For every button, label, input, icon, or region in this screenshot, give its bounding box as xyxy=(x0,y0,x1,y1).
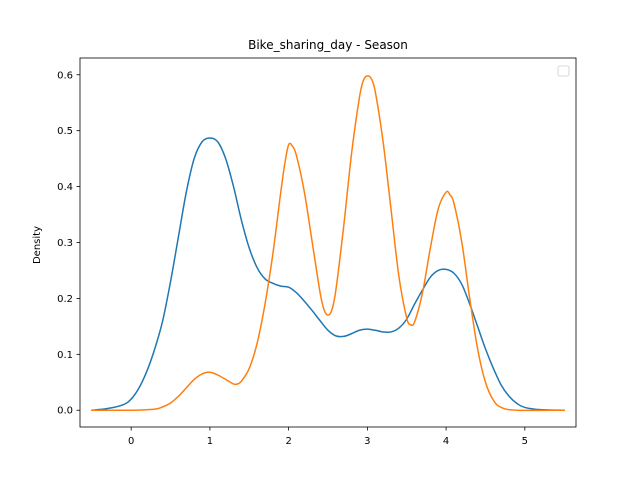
plot-frame xyxy=(79,57,577,428)
y-tick-label: 0.3 xyxy=(57,238,73,249)
chart-title: Bike_sharing_day - Season xyxy=(248,38,408,52)
series-layer xyxy=(90,75,565,412)
y-tick-label: 0.6 xyxy=(57,70,73,81)
y-axis-label: Density xyxy=(32,226,43,264)
ticks-layer: 0 1 2 3 4 5 0.0 0.1 0.2 0.3 0.4 0.5 0.6 xyxy=(57,70,528,447)
y-tick-label: 0.4 xyxy=(57,182,73,193)
legend-box xyxy=(557,65,570,77)
x-tick-label: 1 xyxy=(207,436,213,447)
x-tick-label: 2 xyxy=(285,436,291,447)
x-tick-label: 4 xyxy=(443,436,449,447)
y-tick-label: 0.1 xyxy=(57,350,73,361)
x-tick-label: 3 xyxy=(364,436,370,447)
y-tick-label: 0.0 xyxy=(57,406,73,417)
density-line-2 xyxy=(91,75,565,412)
x-tick-label: 0 xyxy=(128,436,134,447)
x-tick-label: 5 xyxy=(522,436,528,447)
density-line-1 xyxy=(90,137,565,412)
y-tick-label: 0.2 xyxy=(57,294,73,305)
y-tick-label: 0.5 xyxy=(57,126,73,137)
